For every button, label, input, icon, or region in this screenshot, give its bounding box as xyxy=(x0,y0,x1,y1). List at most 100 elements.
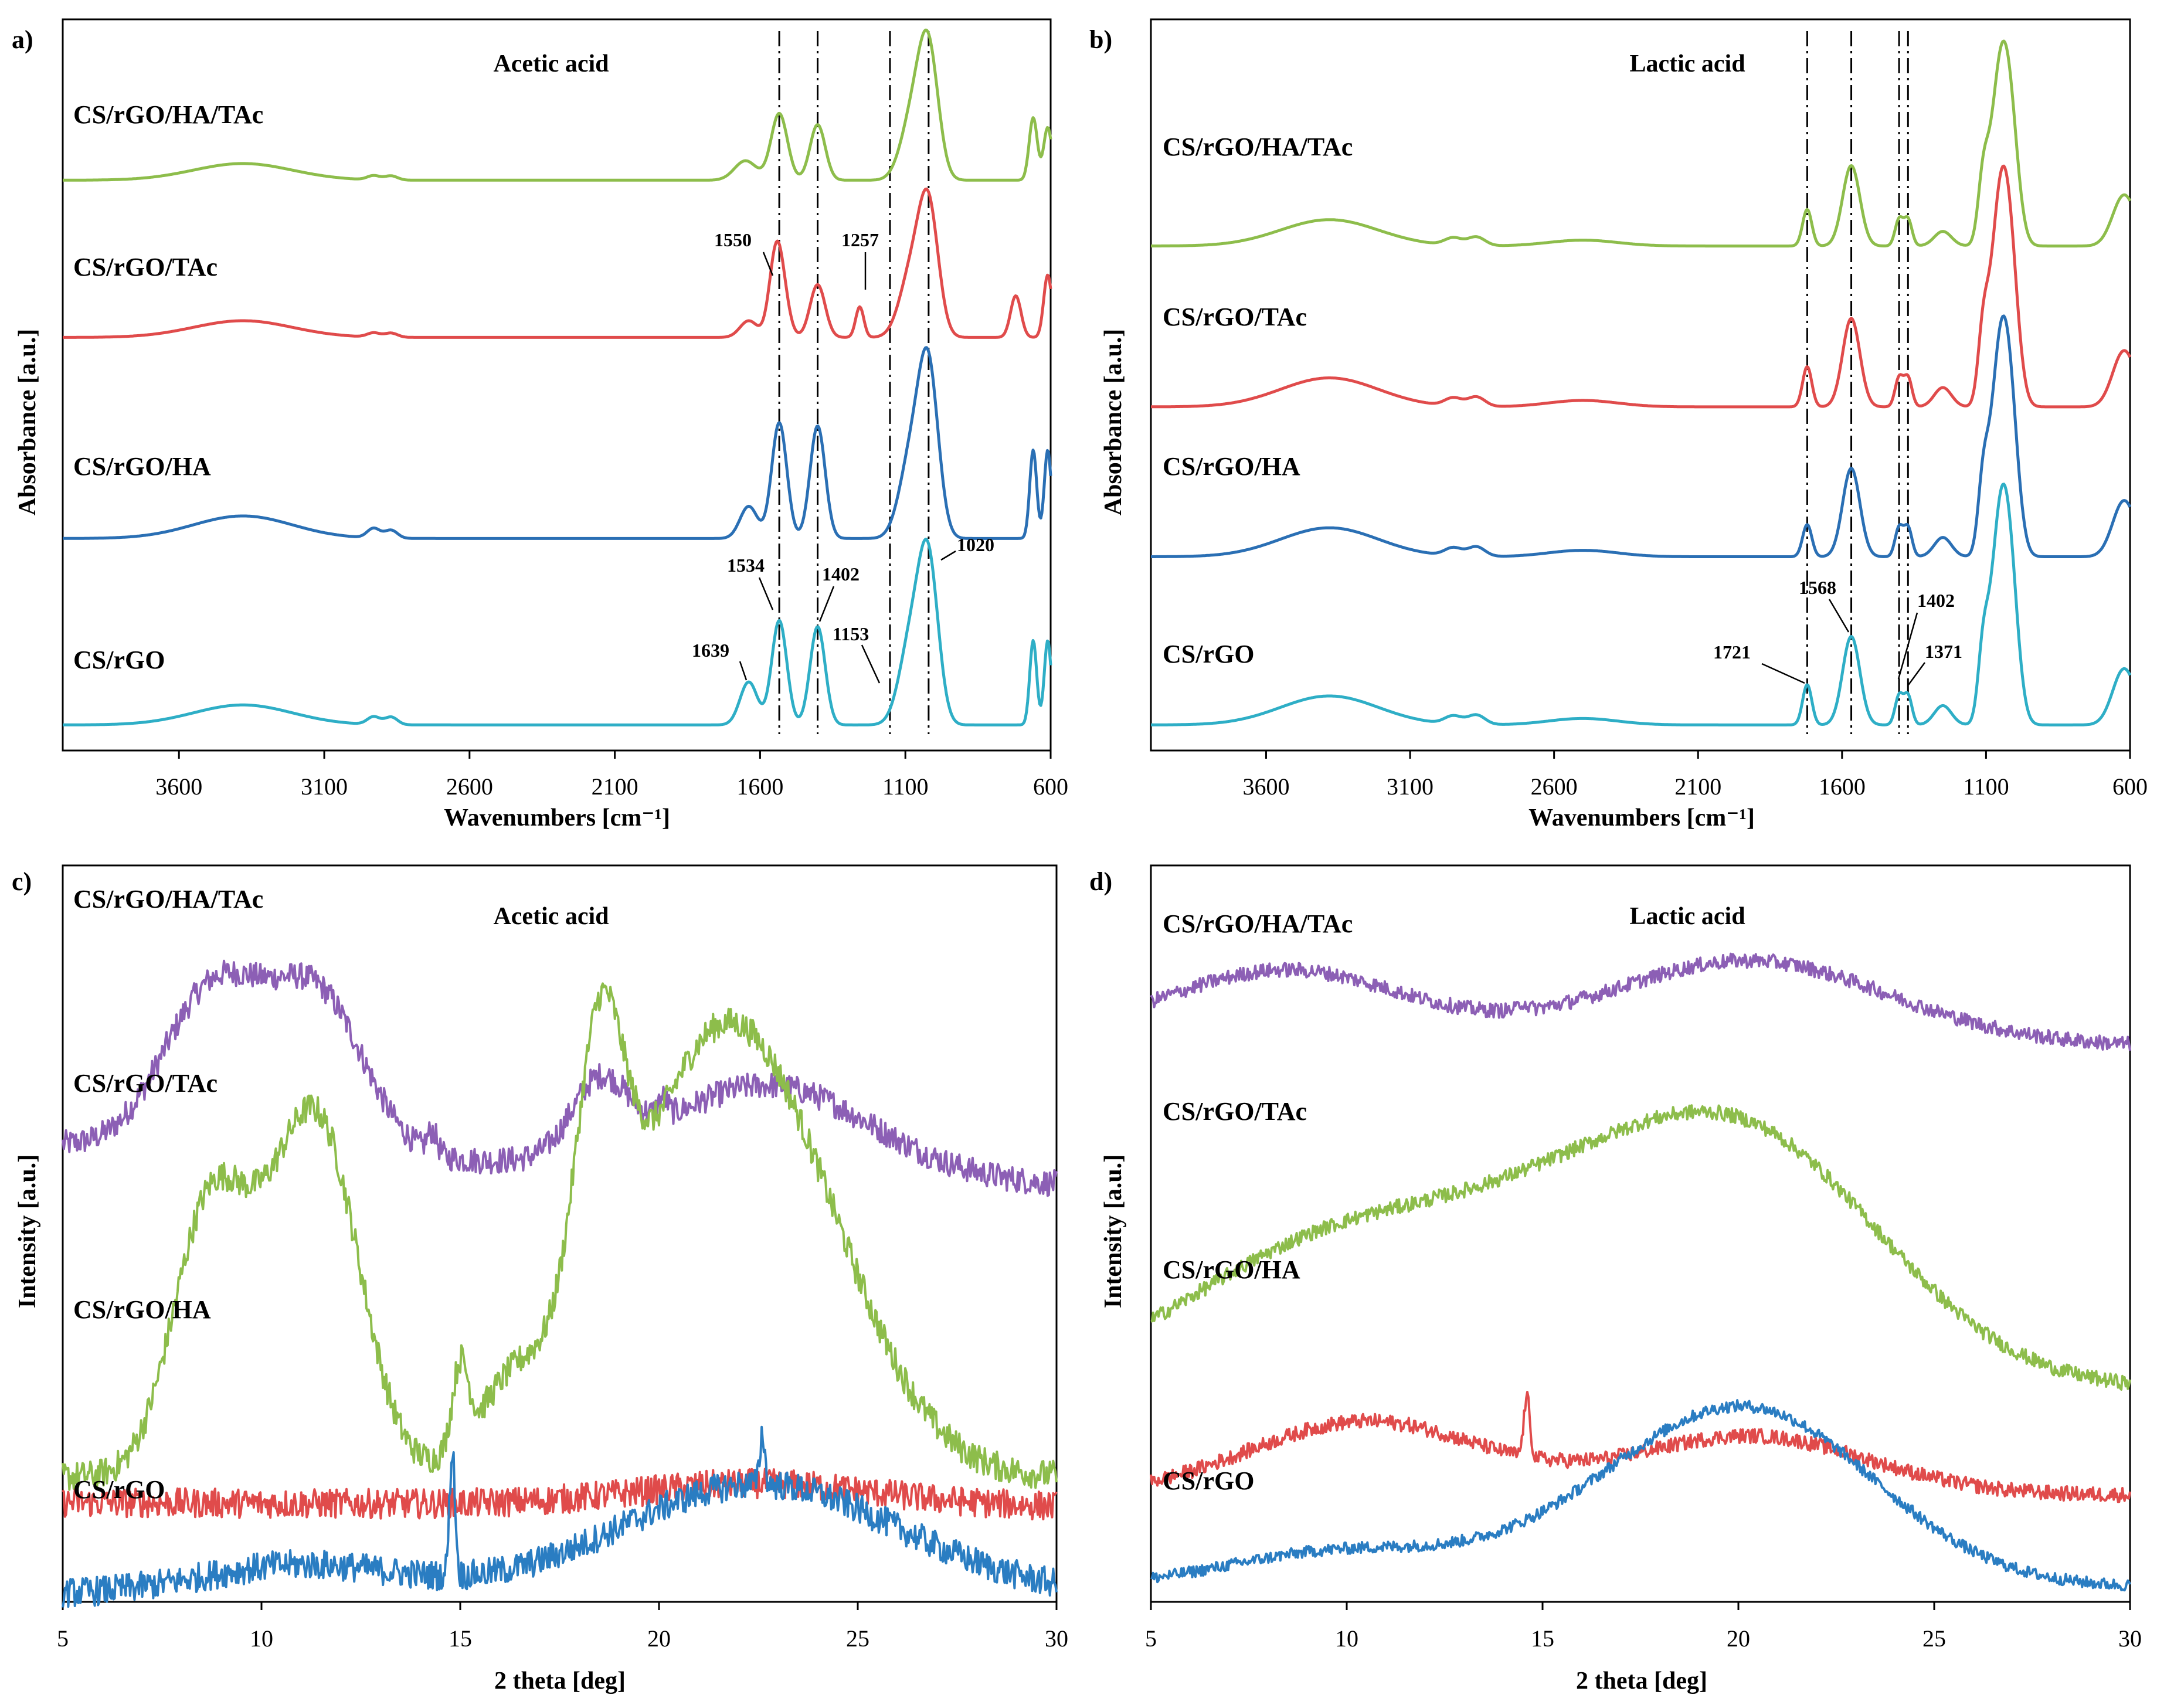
series-label: CS/rGO/HA xyxy=(1163,452,1300,481)
y-axis-label: Absorbance [a.u.] xyxy=(1100,329,1127,516)
x-axis-label: 2 theta [deg] xyxy=(494,1668,626,1695)
x-tick-label: 15 xyxy=(1531,1625,1554,1652)
panel-label: c) xyxy=(12,867,32,896)
series-line xyxy=(1150,1104,2131,1391)
series-label: CS/rGO/HA xyxy=(73,1295,211,1324)
x-tick-label: 600 xyxy=(1033,773,1068,800)
plot-frame xyxy=(1150,864,2131,1603)
series-label: CS/rGO xyxy=(73,646,165,674)
series-line xyxy=(1150,1399,2131,1592)
series-labels: CS/rGO/HA/TAc CS/rGO/TAc CS/rGO/HA CS/rGO xyxy=(1163,133,1353,668)
annotation: 1639 xyxy=(692,640,729,661)
x-tick-label: 3600 xyxy=(1242,773,1289,800)
x-tick-label: 30 xyxy=(1045,1625,1068,1652)
series-curves xyxy=(62,959,1058,1608)
x-tick-label: 2100 xyxy=(592,773,638,800)
x-tick-label: 1600 xyxy=(736,773,783,800)
x-tick-label: 2600 xyxy=(446,773,493,800)
series-label: CS/rGO/HA xyxy=(73,452,211,481)
series-line xyxy=(62,982,1058,1491)
series-labels: CS/rGO/HA/TAc CS/rGO/TAc CS/rGO/HA CS/rGO xyxy=(73,100,263,674)
x-tick-label: 600 xyxy=(2112,773,2148,800)
x-tick-label: 1100 xyxy=(882,773,929,800)
series-line xyxy=(62,346,1052,540)
panel-c-xrd-acetic: c) Acetic acid 2 theta [deg] Intensity [… xyxy=(12,864,1068,1695)
series-curves xyxy=(1150,39,2132,726)
series-line xyxy=(62,538,1052,726)
annotation: 1721 xyxy=(1713,641,1751,663)
series-label: CS/rGO/TAc xyxy=(1163,303,1307,331)
peak-annotations: 1721 1568 1402 1371 xyxy=(1713,577,1962,685)
panel-label: d) xyxy=(1089,867,1112,896)
series-line xyxy=(1150,164,2132,409)
x-tick-label: 10 xyxy=(1335,1625,1358,1652)
x-tick-label: 30 xyxy=(2118,1625,2142,1652)
series-curves xyxy=(1150,952,2131,1592)
annotation: 1020 xyxy=(957,534,994,555)
y-axis-label: Intensity [a.u.] xyxy=(1100,1154,1127,1309)
series-label: CS/rGO/HA xyxy=(1163,1255,1300,1284)
x-axis-label: Wavenumbers [cm⁻¹] xyxy=(444,804,670,831)
series-line xyxy=(1150,1391,2131,1503)
x-tick-label: 1600 xyxy=(1819,773,1866,800)
annotation: 1534 xyxy=(727,555,765,576)
x-tick-label: 1100 xyxy=(1963,773,2009,800)
series-line xyxy=(62,1425,1058,1608)
annotation: 1402 xyxy=(822,563,860,585)
series-label: CS/rGO xyxy=(73,1475,165,1504)
series-label: CS/rGO/HA/TAc xyxy=(1163,909,1353,938)
x-tick-label: 10 xyxy=(250,1625,273,1652)
series-line xyxy=(62,959,1058,1197)
reference-lines xyxy=(778,31,930,734)
series-line xyxy=(1150,952,2131,1051)
panel-d-xrd-lactic: d) Lactic acid 2 theta [deg] Intensity [… xyxy=(1089,864,2142,1695)
series-label: CS/rGO/TAc xyxy=(1163,1097,1307,1126)
peak-annotations: 1550 1257 1534 1402 1020 1639 1153 xyxy=(692,229,994,684)
series-labels: CS/rGO/HA/TAc CS/rGO/TAc CS/rGO/HA CS/rGO xyxy=(1163,909,1353,1495)
annotation: 1371 xyxy=(1925,641,1962,662)
series-label: CS/rGO/TAc xyxy=(73,253,218,281)
x-tick-labels: 3600 3100 2600 2100 1600 1100 600 xyxy=(155,751,1068,800)
series-line xyxy=(1150,39,2132,248)
x-tick-label: 2600 xyxy=(1531,773,1578,800)
series-curves xyxy=(62,28,1052,726)
annotation: 1402 xyxy=(1917,590,1955,611)
x-axis-label: Wavenumbers [cm⁻¹] xyxy=(1528,804,1755,831)
chart-title: Acetic acid xyxy=(493,50,609,77)
series-label: CS/rGO xyxy=(1163,640,1254,668)
series-line xyxy=(62,187,1052,339)
x-tick-label: 25 xyxy=(846,1625,869,1652)
x-axis-label: 2 theta [deg] xyxy=(1576,1668,1707,1695)
annotation: 1550 xyxy=(714,229,752,250)
chart-title: Lactic acid xyxy=(1629,903,1745,930)
y-axis-label: Intensity [a.u.] xyxy=(14,1154,41,1309)
plot-frame xyxy=(1150,18,2131,752)
series-line xyxy=(62,28,1052,182)
annotation: 1153 xyxy=(833,623,869,644)
y-axis-label: Absorbance [a.u.] xyxy=(14,329,41,516)
reference-lines xyxy=(1806,31,1909,734)
x-tick-label: 3100 xyxy=(301,773,348,800)
chart-title: Lactic acid xyxy=(1629,50,1745,77)
x-tick-labels: 5 10 15 20 25 30 xyxy=(1145,1602,2142,1652)
plot-frame xyxy=(62,18,1052,752)
x-tick-label: 25 xyxy=(1922,1625,1946,1652)
series-label: CS/rGO/HA/TAc xyxy=(1163,133,1353,161)
panel-label: b) xyxy=(1089,25,1112,54)
series-line xyxy=(62,1468,1058,1521)
plot-frame xyxy=(62,864,1058,1603)
x-tick-label: 20 xyxy=(647,1625,671,1652)
series-line xyxy=(1150,314,2132,558)
series-label: CS/rGO xyxy=(1163,1466,1254,1495)
x-tick-label: 20 xyxy=(1727,1625,1750,1652)
x-tick-label: 2100 xyxy=(1674,773,1721,800)
x-tick-labels: 3600 3100 2600 2100 1600 1100 600 xyxy=(1242,751,2148,800)
panel-label: a) xyxy=(12,25,33,54)
chart-title: Acetic acid xyxy=(493,903,609,930)
annotation: 1257 xyxy=(841,229,879,250)
x-tick-labels: 5 10 15 20 25 30 xyxy=(57,1602,1068,1652)
x-tick-label: 5 xyxy=(1145,1625,1157,1652)
x-tick-label: 3600 xyxy=(155,773,202,800)
series-label: CS/rGO/HA/TAc xyxy=(73,885,263,914)
